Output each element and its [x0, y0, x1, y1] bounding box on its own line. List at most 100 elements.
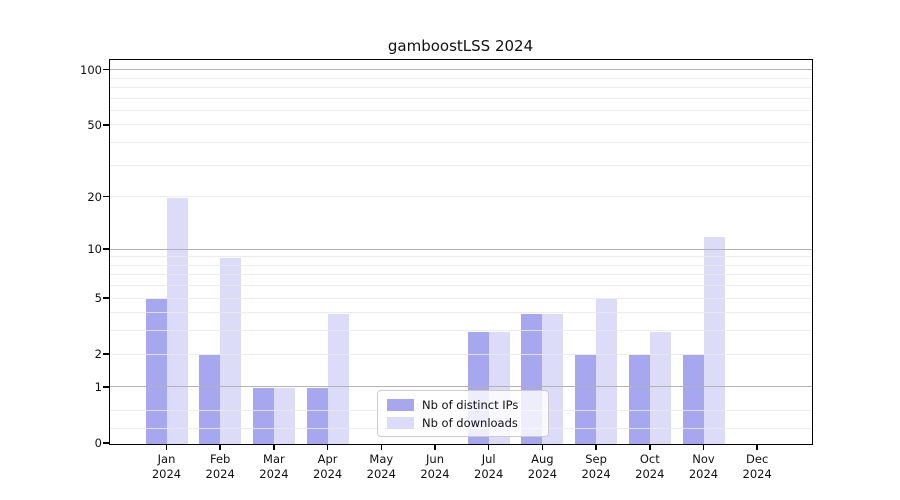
- x-tick-mark: [649, 444, 651, 450]
- x-tick-label: Jan 2024: [135, 452, 199, 482]
- bar-downloads: [220, 257, 242, 444]
- x-tick-label: Jun 2024: [403, 452, 467, 482]
- chart-title: gamboostLSS 2024: [387, 37, 534, 55]
- y-tick-mark: [103, 124, 109, 126]
- x-tick-label-line: Sep: [585, 452, 607, 466]
- y-tick-mark: [103, 195, 109, 198]
- x-tick-label: Mar 2024: [242, 452, 306, 482]
- x-tick-label: Apr 2024: [296, 452, 360, 482]
- x-tick-label-line: 2024: [688, 467, 719, 481]
- major-gridline: [110, 248, 812, 250]
- x-tick-mark: [326, 444, 329, 450]
- legend: Nb of distinct IPs Nb of downloads: [377, 390, 549, 437]
- y-tick-mark: [103, 353, 109, 355]
- bar-downloads: [596, 299, 618, 444]
- x-tick-mark: [702, 444, 705, 450]
- x-tick-label: May 2024: [349, 452, 413, 482]
- major-gridline: [110, 69, 812, 71]
- x-tick-label: Aug 2024: [510, 452, 574, 482]
- minor-gridline: [110, 109, 812, 111]
- x-tick-label-line: 2024: [581, 467, 611, 481]
- y-tick-mark: [103, 386, 109, 388]
- x-tick-label-line: 2024: [420, 467, 450, 481]
- x-tick-label-line: 2024: [366, 467, 396, 481]
- minor-gridline: [110, 256, 812, 258]
- bar-distinct-ips: [199, 355, 221, 444]
- x-tick-label-line: 2024: [474, 467, 504, 481]
- bar-distinct-ips: [252, 387, 274, 444]
- y-tick-mark: [103, 248, 109, 250]
- y-tick-label: 10: [87, 242, 102, 256]
- minor-gridline: [110, 164, 812, 166]
- bar-downloads: [327, 313, 349, 444]
- x-tick-label-line: 2024: [527, 467, 558, 481]
- x-tick-label: Oct 2024: [618, 452, 682, 482]
- minor-gridline: [110, 297, 812, 299]
- x-tick-mark: [434, 444, 436, 450]
- y-tick-label: 50: [87, 117, 102, 132]
- bar-downloads: [166, 197, 188, 444]
- y-tick-mark: [103, 297, 109, 299]
- bar-downloads: [703, 236, 725, 444]
- y-tick-label: 1: [94, 379, 102, 394]
- x-tick-label-line: 2024: [635, 467, 665, 481]
- y-tick-label: 5: [94, 291, 102, 306]
- minor-gridline: [110, 124, 812, 126]
- legend-label: Nb of downloads: [422, 415, 518, 430]
- y-tick-label: 100: [80, 62, 102, 77]
- legend-item: Nb of distinct IPs: [387, 398, 548, 412]
- x-tick-label-line: Apr: [317, 452, 338, 466]
- y-tick-label: 20: [87, 189, 102, 204]
- plot-area: [109, 59, 813, 445]
- x-tick-mark: [380, 444, 383, 450]
- x-tick-label-line: Dec: [746, 452, 769, 466]
- minor-gridline: [110, 353, 812, 355]
- x-tick-label-line: Jul: [481, 452, 496, 466]
- x-tick-label: Feb 2024: [188, 452, 252, 482]
- legend-label: Nb of distinct IPs: [422, 397, 519, 412]
- x-tick-label-line: 2024: [259, 467, 289, 481]
- x-tick-mark: [595, 444, 597, 450]
- y-tick-label: 0: [94, 436, 102, 450]
- minor-gridline: [110, 97, 812, 99]
- x-tick-label-line: Jan: [157, 452, 176, 466]
- legend-swatch-icon: [387, 416, 414, 429]
- major-gridline: [110, 386, 812, 388]
- x-tick-label-line: Nov: [692, 452, 715, 466]
- y-tick-label: 2: [94, 347, 102, 362]
- x-tick-label-line: 2024: [151, 467, 182, 481]
- minor-gridline: [110, 312, 812, 314]
- y-tick-mark: [103, 68, 109, 71]
- x-tick-label-line: Oct: [639, 452, 660, 466]
- x-tick-label-line: Aug: [531, 452, 554, 466]
- y-tick-mark: [103, 442, 109, 444]
- x-tick-label-line: Feb: [210, 452, 231, 466]
- minor-gridline: [110, 330, 812, 332]
- bar-downloads: [649, 331, 671, 444]
- bar-distinct-ips: [575, 355, 597, 444]
- x-tick-mark: [541, 444, 544, 450]
- minor-gridline: [110, 274, 812, 276]
- minor-gridline: [110, 196, 812, 198]
- x-tick-label-line: May: [369, 452, 394, 466]
- x-tick-label: Sep 2024: [564, 452, 628, 482]
- bar-distinct-ips: [306, 387, 328, 444]
- bar-distinct-ips: [145, 299, 167, 444]
- x-tick-mark: [165, 444, 168, 450]
- minor-gridline: [110, 264, 812, 266]
- bar-downloads: [273, 387, 295, 444]
- bar-distinct-ips: [682, 355, 704, 444]
- x-tick-mark: [273, 444, 275, 450]
- minor-gridline: [110, 142, 812, 144]
- legend-swatch-icon: [387, 398, 414, 411]
- x-tick-label-line: 2024: [742, 467, 772, 481]
- minor-gridline: [110, 285, 812, 287]
- x-tick-label-line: Mar: [263, 452, 285, 466]
- x-tick-mark: [219, 444, 221, 450]
- x-tick-label: Jul 2024: [457, 452, 521, 482]
- bar-distinct-ips: [628, 355, 650, 444]
- x-tick-mark: [756, 444, 758, 450]
- x-tick-label: Dec 2024: [725, 452, 789, 482]
- x-tick-label-line: Jun: [426, 452, 444, 466]
